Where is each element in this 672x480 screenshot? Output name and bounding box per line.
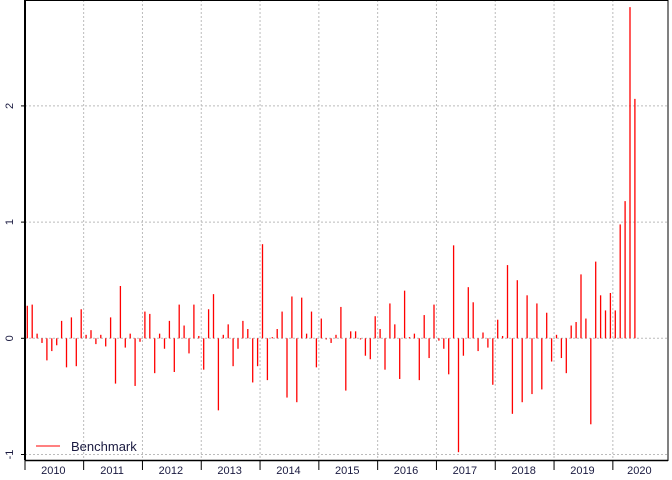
plot-frame [24,0,669,461]
x-tick-label: 2018 [511,465,535,477]
x-tick-label: 2020 [627,465,651,477]
y-tick-label: -1 [4,450,16,460]
y-tick-label: 1 [4,219,16,225]
x-tick-label: 2015 [335,465,359,477]
y-tick-label: 2 [4,103,16,109]
legend-label: Benchmark [71,439,137,454]
y-tick-label: 0 [4,335,16,341]
bar-series [26,7,636,453]
x-tick-label: 2011 [100,465,124,477]
x-tick-label: 2012 [159,465,183,477]
y-axis: -1 0 1 2 [4,103,25,460]
x-tick-label: 2017 [453,465,477,477]
x-axis: 2010 2011 2012 2013 2014 2015 2016 2017 2018 2019… [24,460,652,477]
grid-lines [25,0,668,460]
x-tick-label: 2014 [276,465,300,477]
x-tick-label: 2010 [41,465,65,477]
legend: Benchmark [36,439,137,454]
x-tick-label: 2016 [394,465,418,477]
x-tick-label: 2013 [217,465,241,477]
x-tick-label: 2019 [570,465,594,477]
